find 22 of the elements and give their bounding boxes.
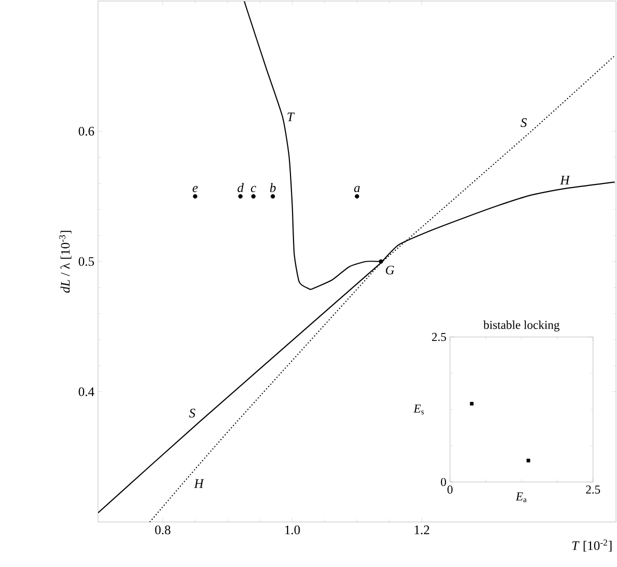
y-tick-label: 0.5 xyxy=(78,257,94,266)
x-tick-label: 1.2 xyxy=(414,526,430,534)
series-label: H xyxy=(560,176,570,184)
series-label: d xyxy=(238,183,244,192)
y-tick-label: 0.6 xyxy=(78,126,94,136)
series-label: b xyxy=(270,183,276,192)
x-tick-label: 1.0 xyxy=(285,526,300,534)
y-tick-label: 0.4 xyxy=(78,387,94,396)
series-label: S xyxy=(189,408,196,418)
x-axis-title: E$_{a}$ xyxy=(516,492,527,502)
y-axis-title: E$_{s}$ xyxy=(414,404,424,414)
y-axis-title: dL / λ [10$^{-3}$] xyxy=(59,230,72,293)
chart-title: bistable locking xyxy=(483,320,560,332)
x-axis-title: T [10$^{-2}$] xyxy=(572,540,612,552)
series-label: c xyxy=(250,186,256,192)
series-label: T xyxy=(288,112,295,122)
series-label: a xyxy=(354,186,360,192)
x-tick-label: 0.8 xyxy=(155,526,170,534)
series-label: G xyxy=(386,266,394,274)
series-label: S xyxy=(520,118,527,128)
series-label: H xyxy=(194,479,204,488)
series-label: e xyxy=(192,186,198,192)
